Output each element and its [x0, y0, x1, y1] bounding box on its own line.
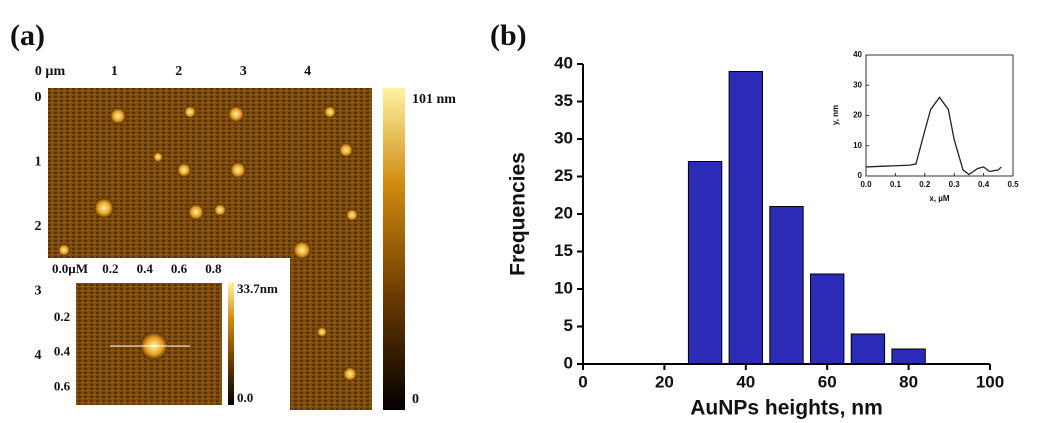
y-tick-label: 20	[554, 203, 573, 222]
y-tick-label: 30	[853, 80, 862, 89]
y-tick-label: 40	[554, 53, 573, 72]
x-tick-label: 40	[736, 372, 755, 391]
inset-x-tick-label: 0.2	[102, 261, 118, 276]
y-tick-label: 35	[554, 91, 573, 110]
y-axis-label: Frequencies	[507, 152, 530, 276]
inset-x-tick-label: 0.6	[171, 261, 188, 276]
inset-y-tick-label: 0.4	[54, 344, 71, 359]
y-tick-label: 5	[564, 316, 573, 335]
colorbar-label: 0	[412, 392, 419, 407]
inset-y-tick-label: 0.2	[54, 309, 70, 324]
bar	[850, 333, 886, 365]
panel-label: (b)	[490, 19, 527, 52]
x-tick-label: 20	[655, 372, 674, 391]
y-tick-label: 30	[554, 128, 573, 147]
y-tick-label: 0	[564, 353, 573, 372]
bar	[728, 71, 763, 365]
x-tick-label: 2	[175, 64, 182, 79]
y-axis-label: y, nm	[831, 105, 840, 125]
y-tick-label: 15	[554, 241, 573, 260]
colorbar	[383, 88, 405, 410]
bar	[891, 348, 926, 365]
inset-plot-frame	[865, 54, 1014, 177]
inset-x-tick-label: 0.8	[205, 261, 222, 276]
x-tick-label: 0.1	[890, 180, 902, 189]
inset-x-tick-label: 0.0µM	[52, 261, 88, 276]
inset-colorbar-label: 0.0	[237, 390, 253, 405]
x-tick-label: 60	[818, 372, 837, 391]
bar	[769, 206, 804, 365]
y-tick-label: 2	[35, 219, 42, 234]
x-tick-label: 0.4	[978, 180, 990, 189]
y-tick-label: 3	[35, 283, 42, 298]
x-tick-label: 4	[304, 64, 311, 79]
x-tick-label: 80	[899, 372, 918, 391]
inset-x-tick-label: 0.4	[137, 261, 154, 276]
y-tick-label: 40	[853, 50, 862, 59]
y-tick-label: 10	[554, 278, 573, 297]
inset-image	[48, 258, 290, 410]
x-tick-label: 0	[578, 372, 587, 391]
inset-y-tick-label: 0.6	[54, 379, 71, 394]
inset-colorbar-label: 33.7nm	[237, 281, 278, 296]
x-axis-label: x, µM	[929, 194, 950, 203]
y-tick-label: 25	[554, 166, 573, 185]
particles	[58, 106, 358, 381]
inset-colorbar	[228, 283, 234, 405]
x-tick-label: 0.2	[919, 180, 931, 189]
x-tick-label: 3	[240, 64, 247, 79]
y-tick-label: 0	[35, 90, 42, 105]
x-tick-label: 100	[976, 372, 1004, 391]
y-tick-label: 1	[35, 155, 42, 170]
x-tick-label: 1	[111, 64, 118, 79]
bar	[687, 161, 723, 365]
x-axis-label: AuNPs heights, nm	[690, 397, 883, 420]
y-tick-label: 20	[853, 111, 862, 120]
y-tick-label: 4	[35, 348, 42, 363]
y-tick-label: 10	[853, 141, 862, 150]
profile-line	[865, 96, 1002, 176]
panel-label: (a)	[10, 19, 45, 52]
x-tick-label: 0.5	[1007, 180, 1019, 189]
bar	[810, 273, 845, 365]
x-tick-label: 0.0	[860, 180, 872, 189]
y-tick-label: 0	[858, 171, 863, 180]
colorbar-label: 101 nm	[412, 92, 456, 107]
x-tick-label: 0 µm	[35, 64, 66, 79]
x-tick-label: 0.3	[949, 180, 961, 189]
